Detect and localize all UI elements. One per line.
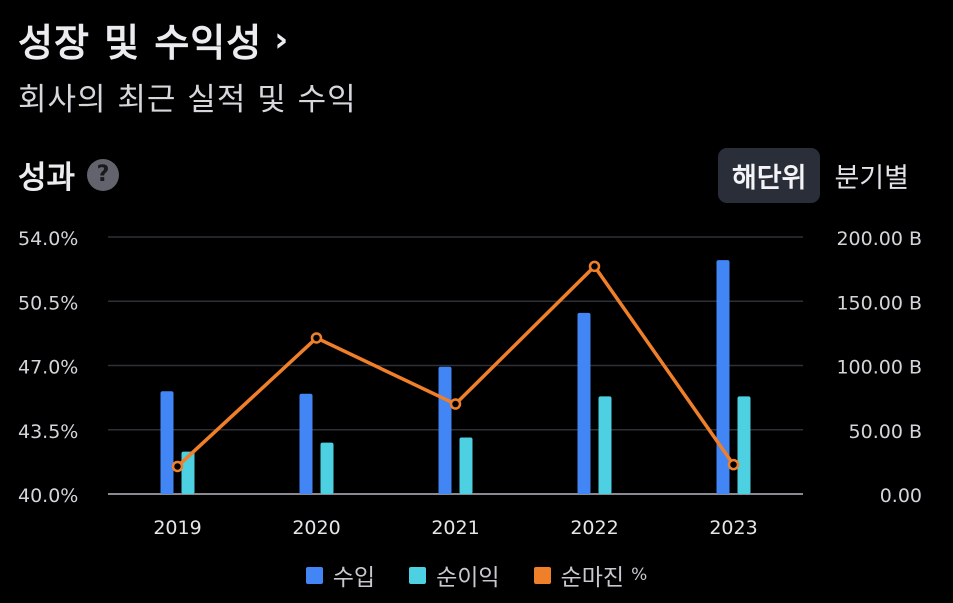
legend-swatch-net-margin <box>533 566 551 584</box>
net-income-bar <box>181 451 195 494</box>
legend-item-net-income[interactable]: 순이익 <box>409 558 500 592</box>
legend-swatch-net-income <box>409 566 427 584</box>
right-axis-tick: 50.00 B <box>849 421 922 443</box>
revenue-bar <box>160 391 174 494</box>
x-axis-label: 2022 <box>570 517 618 539</box>
tab-annual[interactable]: 해단위 <box>717 148 821 203</box>
tab-quarterly[interactable]: 분기별 <box>834 163 909 194</box>
net-income-bar <box>459 437 473 494</box>
legend-swatch-revenue <box>305 566 323 584</box>
left-axis-tick: 43.5% <box>18 421 78 443</box>
performance-title: 성과 <box>18 160 76 196</box>
net-margin-line <box>176 264 735 468</box>
legend-label-net-income: 순이익 <box>436 565 500 591</box>
net-margin-point <box>727 458 740 471</box>
right-axis-tick: 200.00 B <box>836 228 922 250</box>
chart-legend: 수입 순이익 순마진 % <box>0 558 953 592</box>
legend-item-revenue[interactable]: 수입 <box>305 558 376 592</box>
net-income-bar <box>737 396 751 494</box>
x-axis-label: 2023 <box>709 517 757 539</box>
legend-label-net-margin: 순마진 <box>560 565 625 591</box>
left-axis-tick: 47.0% <box>18 357 78 379</box>
left-axis-tick: 54.0% <box>18 228 78 250</box>
net-income-bar <box>598 396 612 494</box>
left-axis-tick: 40.0% <box>18 485 78 507</box>
legend-item-net-margin[interactable]: 순마진 % <box>533 558 648 592</box>
period-tabs: 해단위 분기별 <box>717 148 923 203</box>
net-income-bar <box>320 442 334 494</box>
revenue-bar <box>716 260 730 494</box>
net-margin-point <box>588 260 601 273</box>
x-axis-label: 2019 <box>153 517 201 539</box>
right-axis-tick: 100.00 B <box>836 357 922 379</box>
page-title: 성장 및 수익성 <box>18 21 263 65</box>
right-axis-tick: 150.00 B <box>836 292 922 314</box>
chevron-right-icon: › <box>274 19 289 60</box>
net-margin-point <box>449 398 462 410</box>
revenue-bar <box>299 393 313 494</box>
revenue-bar <box>438 366 452 494</box>
x-axis-label: 2021 <box>431 517 479 539</box>
net-margin-point <box>310 332 323 344</box>
right-axis-tick: 0.00 <box>880 485 922 507</box>
performance-chart: 54.0% 200.00 B 50.5% 150.00 B 47.0% 100.00 B 4… <box>18 228 922 539</box>
page-subtitle: 회사의 최근 실적 및 수익 <box>18 82 357 118</box>
help-icon[interactable]: ? <box>87 158 120 191</box>
left-axis-tick: 50.5% <box>18 292 78 314</box>
section-header-link[interactable]: 성장 및 수익성 › <box>18 12 288 67</box>
net-margin-point <box>171 460 184 473</box>
legend-label-revenue: 수입 <box>332 565 376 591</box>
x-axis-label: 2020 <box>292 517 340 539</box>
revenue-bar <box>577 312 591 494</box>
legend-unit-net-margin: % <box>631 565 648 585</box>
